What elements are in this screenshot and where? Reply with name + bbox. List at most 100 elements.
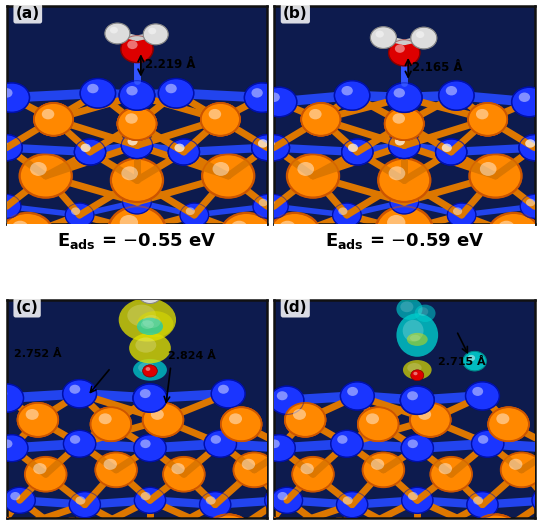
Circle shape <box>125 113 138 124</box>
Circle shape <box>26 409 39 420</box>
Circle shape <box>378 158 430 202</box>
Circle shape <box>402 487 433 514</box>
Circle shape <box>71 208 80 215</box>
Circle shape <box>10 492 20 500</box>
Circle shape <box>411 27 437 49</box>
Circle shape <box>265 139 274 148</box>
Circle shape <box>128 137 138 146</box>
Circle shape <box>300 463 314 474</box>
Circle shape <box>213 522 229 524</box>
Circle shape <box>42 109 54 119</box>
Circle shape <box>394 280 402 287</box>
Circle shape <box>410 403 450 437</box>
Circle shape <box>258 139 268 148</box>
Circle shape <box>69 385 80 394</box>
Text: $\mathbf{E_{ads}}$ = $-$0.55 eV: $\mathbf{E_{ads}}$ = $-$0.55 eV <box>57 231 217 250</box>
Circle shape <box>242 458 255 470</box>
Circle shape <box>337 492 368 518</box>
Circle shape <box>201 103 240 136</box>
Ellipse shape <box>137 311 173 337</box>
Circle shape <box>122 133 152 158</box>
Circle shape <box>338 208 348 215</box>
Circle shape <box>151 409 164 420</box>
Ellipse shape <box>138 362 155 373</box>
Circle shape <box>233 453 275 487</box>
Circle shape <box>500 453 542 487</box>
Circle shape <box>430 457 472 492</box>
Circle shape <box>138 284 162 303</box>
Circle shape <box>180 203 208 227</box>
Circle shape <box>271 492 281 500</box>
Circle shape <box>446 86 457 95</box>
Circle shape <box>204 515 253 524</box>
Circle shape <box>63 430 96 457</box>
Circle shape <box>272 434 304 462</box>
Circle shape <box>204 515 253 524</box>
Circle shape <box>422 278 431 285</box>
Text: (b): (b) <box>283 6 307 21</box>
Circle shape <box>33 463 47 474</box>
Circle shape <box>471 515 520 524</box>
Circle shape <box>314 519 364 524</box>
Text: 2.715 Å: 2.715 Å <box>438 357 486 367</box>
Circle shape <box>471 515 520 524</box>
Circle shape <box>122 133 152 158</box>
Circle shape <box>0 515 18 524</box>
Circle shape <box>143 24 168 45</box>
Circle shape <box>468 355 475 361</box>
Circle shape <box>366 413 379 424</box>
Circle shape <box>236 515 285 524</box>
Circle shape <box>128 137 138 146</box>
Circle shape <box>439 81 474 110</box>
Circle shape <box>342 139 373 165</box>
Circle shape <box>246 522 262 524</box>
Circle shape <box>293 409 306 420</box>
Circle shape <box>519 135 550 161</box>
Circle shape <box>389 276 415 298</box>
Circle shape <box>465 382 499 410</box>
Circle shape <box>91 407 131 441</box>
Text: (c): (c) <box>16 300 39 315</box>
Circle shape <box>463 352 486 371</box>
Circle shape <box>509 458 522 470</box>
Circle shape <box>128 194 138 202</box>
Circle shape <box>258 199 268 206</box>
Ellipse shape <box>400 301 414 312</box>
Circle shape <box>69 492 101 518</box>
Circle shape <box>174 144 184 152</box>
Circle shape <box>0 135 22 161</box>
Circle shape <box>411 370 424 381</box>
Circle shape <box>34 103 73 136</box>
Circle shape <box>390 190 419 214</box>
Circle shape <box>393 113 405 124</box>
Circle shape <box>221 407 262 441</box>
Circle shape <box>384 107 424 140</box>
Ellipse shape <box>397 313 438 357</box>
Circle shape <box>418 409 431 420</box>
Circle shape <box>42 109 54 119</box>
Circle shape <box>376 206 433 254</box>
Circle shape <box>488 407 529 441</box>
Circle shape <box>263 434 295 462</box>
Circle shape <box>278 492 288 500</box>
Circle shape <box>103 458 117 470</box>
Circle shape <box>470 154 521 198</box>
Circle shape <box>442 144 452 152</box>
Circle shape <box>125 113 138 124</box>
Circle shape <box>74 139 106 165</box>
Circle shape <box>371 458 384 470</box>
Circle shape <box>270 440 280 448</box>
Circle shape <box>47 519 97 524</box>
Circle shape <box>260 194 288 219</box>
Circle shape <box>98 413 112 424</box>
Circle shape <box>309 109 322 119</box>
Circle shape <box>520 194 549 219</box>
Circle shape <box>211 379 245 408</box>
Circle shape <box>258 135 289 161</box>
Circle shape <box>292 457 334 492</box>
Circle shape <box>20 154 72 198</box>
Circle shape <box>389 133 420 158</box>
Circle shape <box>287 154 339 198</box>
Text: 2.165 Å: 2.165 Å <box>412 61 463 74</box>
Circle shape <box>1 88 13 97</box>
